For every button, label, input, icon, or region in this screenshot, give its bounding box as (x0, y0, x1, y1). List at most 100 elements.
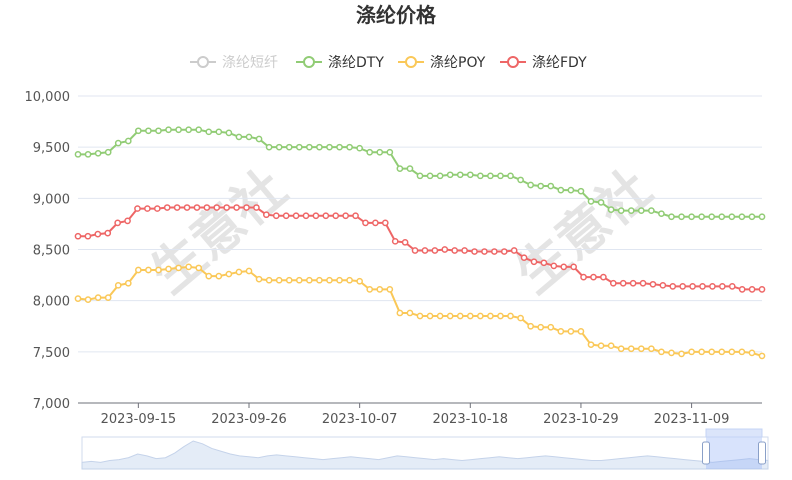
data-point[interactable] (336, 143, 343, 151)
data-point[interactable] (342, 212, 350, 220)
data-point[interactable] (688, 348, 695, 356)
data-point[interactable] (272, 212, 280, 220)
data-point[interactable] (94, 230, 102, 238)
data-point[interactable] (738, 286, 746, 293)
data-point[interactable] (436, 312, 444, 320)
data-point[interactable] (527, 181, 534, 189)
data-point[interactable] (175, 126, 182, 134)
data-point[interactable] (728, 348, 736, 356)
data-point[interactable] (557, 186, 565, 194)
data-point[interactable] (567, 328, 575, 335)
data-point[interactable] (688, 213, 695, 221)
data-point[interactable] (114, 139, 122, 147)
zoom-handle-left[interactable] (702, 441, 710, 465)
data-point[interactable] (114, 281, 122, 289)
data-point[interactable] (74, 295, 82, 302)
data-point[interactable] (517, 314, 524, 322)
data-point[interactable] (144, 205, 151, 212)
data-point[interactable] (205, 272, 213, 280)
legend-item-1[interactable]: 涤纶DTY (296, 55, 384, 71)
zoom-handle-right[interactable] (758, 441, 766, 465)
data-point[interactable] (547, 182, 555, 190)
data-point[interactable] (336, 276, 343, 284)
data-point[interactable] (183, 204, 191, 211)
data-point[interactable] (362, 219, 369, 227)
data-point[interactable] (381, 219, 389, 227)
data-point[interactable] (416, 312, 424, 320)
data-point[interactable] (577, 187, 585, 195)
data-point[interactable] (709, 282, 716, 290)
data-point[interactable] (451, 247, 459, 254)
data-point[interactable] (698, 348, 705, 356)
data-point[interactable] (135, 266, 142, 274)
data-point[interactable] (195, 264, 203, 272)
data-point[interactable] (466, 171, 474, 179)
legend-item-2[interactable]: 涤纶POY (398, 55, 486, 71)
data-point[interactable] (587, 198, 595, 205)
data-point[interactable] (461, 247, 468, 254)
data-point[interactable] (145, 127, 152, 135)
data-point[interactable] (386, 286, 394, 293)
data-point[interactable] (391, 237, 399, 245)
data-point[interactable] (295, 143, 303, 151)
data-point[interactable] (758, 286, 766, 293)
data-point[interactable] (520, 254, 528, 262)
data-point[interactable] (617, 207, 625, 214)
data-point[interactable] (637, 345, 645, 353)
data-point[interactable] (245, 133, 253, 141)
zoom-move-handle[interactable] (705, 428, 763, 438)
data-point[interactable] (401, 238, 409, 246)
data-point[interactable] (406, 165, 414, 173)
data-point[interactable] (436, 172, 444, 180)
data-point[interactable] (356, 277, 363, 285)
data-point[interactable] (627, 345, 635, 353)
data-point[interactable] (243, 204, 250, 211)
data-point[interactable] (510, 247, 518, 254)
data-point[interactable] (679, 282, 687, 290)
data-point[interactable] (223, 204, 231, 211)
data-point[interactable] (262, 211, 270, 219)
data-point[interactable] (678, 350, 685, 358)
data-point[interactable] (587, 341, 595, 349)
data-point[interactable] (718, 348, 726, 356)
data-point[interactable] (346, 143, 353, 151)
data-point[interactable] (738, 213, 746, 221)
data-point[interactable] (215, 128, 223, 136)
data-point[interactable] (245, 267, 253, 275)
data-point[interactable] (597, 342, 605, 350)
data-point[interactable] (708, 348, 716, 356)
data-point[interactable] (689, 282, 696, 290)
data-point[interactable] (431, 247, 439, 254)
data-point[interactable] (487, 312, 494, 320)
data-point[interactable] (471, 248, 478, 255)
data-point[interactable] (193, 204, 201, 211)
data-point[interactable] (396, 165, 404, 173)
data-point[interactable] (213, 204, 221, 211)
data-point[interactable] (668, 213, 675, 221)
data-point[interactable] (265, 143, 273, 151)
data-point[interactable] (153, 205, 161, 212)
data-point[interactable] (225, 129, 233, 137)
legend-item-0[interactable]: 涤纶短纤 (190, 55, 278, 71)
data-point[interactable] (597, 199, 605, 206)
data-point[interactable] (352, 212, 359, 220)
data-point[interactable] (678, 213, 685, 221)
data-point[interactable] (302, 212, 310, 220)
data-point[interactable] (421, 247, 429, 254)
data-point[interactable] (456, 312, 464, 320)
data-point[interactable] (84, 232, 92, 240)
data-point[interactable] (203, 204, 211, 211)
data-point[interactable] (617, 345, 625, 353)
data-point[interactable] (658, 210, 665, 218)
data-point[interactable] (748, 213, 756, 221)
legend[interactable]: 涤纶短纤 涤纶DTY 涤纶POY 涤纶FDY (190, 55, 587, 71)
data-point[interactable] (124, 279, 132, 287)
data-point[interactable] (497, 312, 504, 320)
data-point[interactable] (155, 127, 162, 135)
data-point[interactable] (648, 345, 655, 353)
data-point[interactable] (607, 342, 615, 350)
data-point[interactable] (446, 171, 454, 179)
data-point[interactable] (560, 263, 568, 271)
data-point[interactable] (173, 204, 181, 211)
data-point[interactable] (84, 150, 92, 158)
